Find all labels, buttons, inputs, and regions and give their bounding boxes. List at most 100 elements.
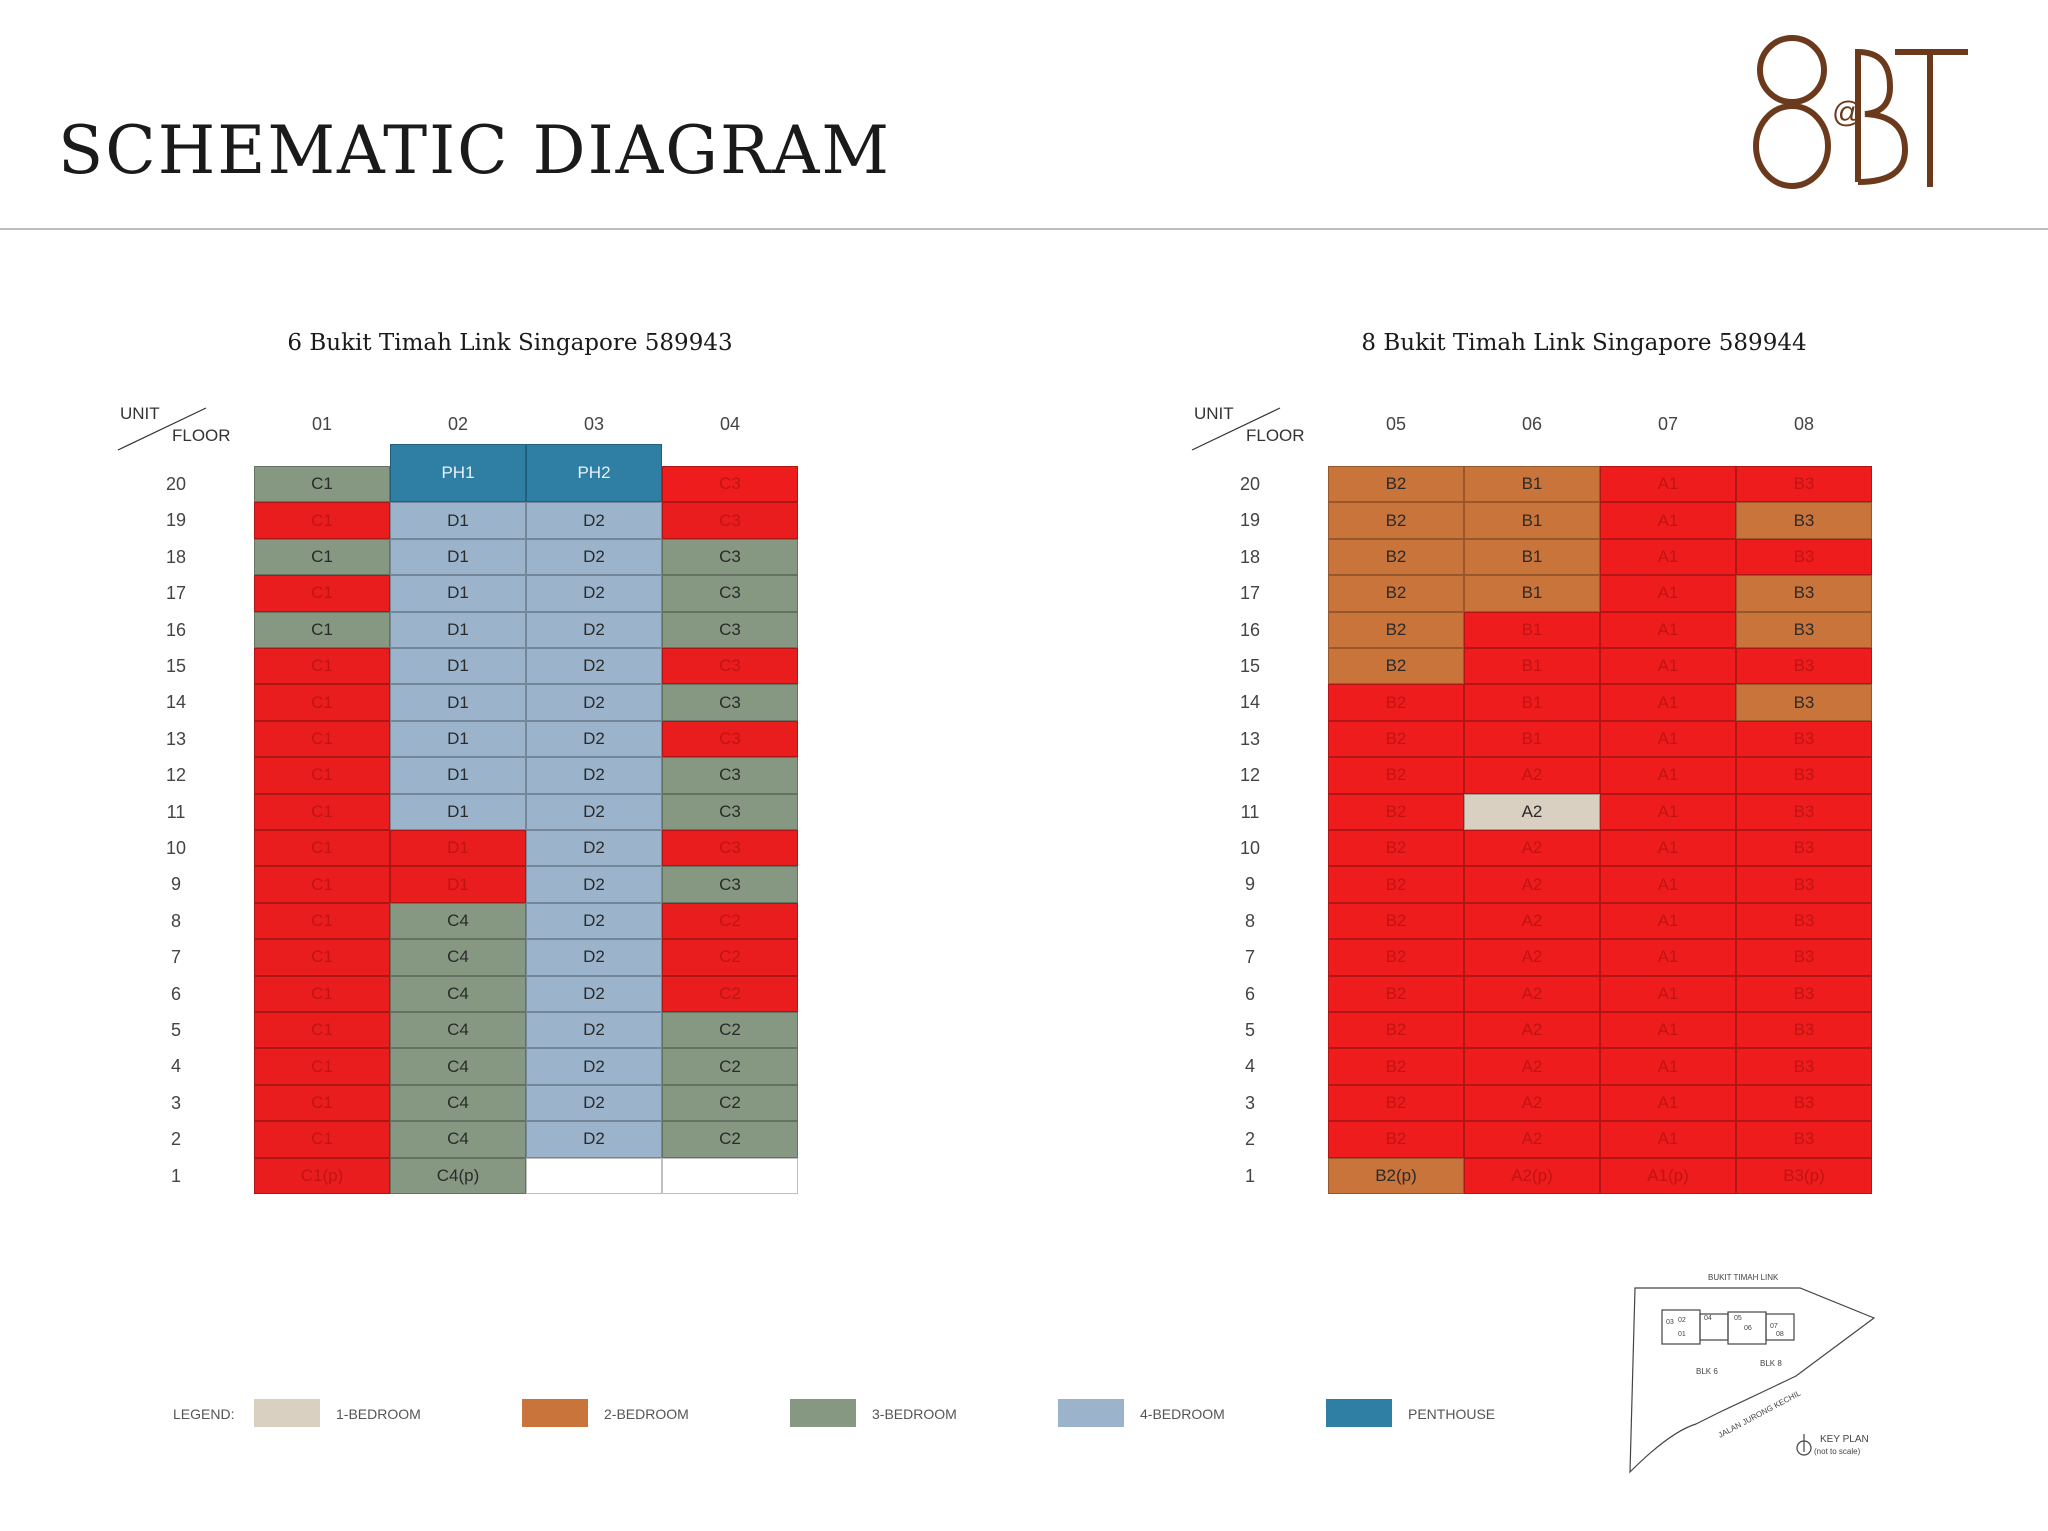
floor-number: 11: [166, 801, 186, 822]
unit-cell: C3: [662, 720, 798, 758]
unit-cell: A2: [1464, 939, 1600, 976]
unit-cell: B3: [1736, 975, 1872, 1012]
unit-cell: C1: [254, 648, 390, 685]
floor-number: 10: [1239, 838, 1261, 858]
unit-cell: C3: [662, 502, 798, 539]
unit-cell: C4: [390, 975, 526, 1012]
floor-number: 9: [170, 874, 181, 895]
floor-number: 8: [170, 910, 181, 931]
unit-cell: PH2: [526, 444, 662, 503]
legend-swatch: [254, 1399, 320, 1427]
unit-cell: B2: [1328, 902, 1464, 940]
unit-cell: D2: [526, 611, 662, 648]
unit-cell: B3: [1736, 1121, 1872, 1158]
unit-cell: B2: [1328, 793, 1464, 830]
floor-number: 5: [170, 1020, 181, 1040]
unit-cell: D1: [390, 720, 526, 758]
unit-cell: C3: [662, 466, 798, 503]
unit-cell: A1: [1600, 684, 1736, 721]
north-arrow-icon: [1796, 1434, 1812, 1456]
unit-cell: B3: [1736, 1012, 1872, 1049]
unit-cell: B3: [1736, 902, 1872, 940]
unit-cell: C3: [662, 684, 798, 721]
floor-number: 16: [165, 619, 187, 640]
unit-cell: D2: [526, 902, 662, 940]
legend-swatch: [522, 1399, 588, 1427]
keyplan-road-bottom: JALAN JURONG KECHIL: [1717, 1388, 1803, 1439]
unit-cell: B3: [1736, 648, 1872, 685]
unit-cell: C2: [662, 1048, 798, 1085]
floor-number: 2: [170, 1129, 181, 1150]
unit-cell: C1: [254, 757, 390, 794]
unit-cell: C3: [662, 648, 798, 685]
unit-cell: B2: [1328, 1012, 1464, 1049]
unit-cell: D2: [526, 830, 662, 867]
unit-cell: B3: [1736, 830, 1872, 867]
unit-cell: B3: [1736, 684, 1872, 721]
unit-cell: C2: [662, 939, 798, 976]
legend-item-label: 4-BEDROOM: [1140, 1406, 1225, 1422]
legend-item-label: 2-BEDROOM: [604, 1406, 689, 1422]
unit-cell: A1: [1600, 1012, 1736, 1049]
floor-number: 13: [165, 728, 187, 749]
unit-cell: A2: [1464, 1121, 1600, 1158]
unit-cell: C3: [662, 830, 798, 867]
unit-cell: B2: [1328, 975, 1464, 1012]
unit-cell: A1: [1600, 975, 1736, 1012]
unit-cell: C4: [390, 1121, 526, 1158]
unit-cell: C4: [390, 939, 526, 976]
unit-cell: A2(p): [1464, 1157, 1600, 1194]
legend-swatch: [1326, 1399, 1392, 1427]
unit-cell: C2: [662, 1084, 798, 1122]
unit-cell: B1: [1464, 648, 1600, 685]
floor-number: 18: [165, 546, 187, 567]
unit-cell: A1: [1600, 575, 1736, 612]
unit-cell: B1: [1464, 720, 1600, 758]
unit-cell: D2: [526, 939, 662, 976]
unit-cell: [526, 1157, 662, 1194]
unit-cell: B3: [1736, 466, 1872, 503]
unit-column-header: 01: [311, 414, 333, 434]
unit-cell: C1: [254, 1012, 390, 1049]
unit-cell: C1(p): [254, 1157, 390, 1194]
unit-cell: B3: [1736, 939, 1872, 976]
unit-cell: C1: [254, 866, 390, 903]
floor-number: 7: [170, 947, 181, 968]
unit-cell: C2: [662, 975, 798, 1012]
unit-cell: B2: [1328, 939, 1464, 976]
unit-cell: C1: [254, 684, 390, 721]
unit-cell: B1: [1464, 538, 1600, 576]
unit-cell: B2(p): [1328, 1157, 1464, 1194]
legend-label: LEGEND:: [173, 1406, 235, 1422]
block-title: 6 Bukit Timah Link Singapore 589943: [287, 330, 733, 356]
floor-number: 7: [1244, 947, 1255, 968]
keyplan-unit-number: 06: [1744, 1325, 1752, 1332]
unit-label: UNIT: [120, 404, 160, 423]
unit-cell: D2: [526, 975, 662, 1012]
floor-number: 15: [165, 656, 187, 676]
keyplan-unit-number: 05: [1734, 1315, 1742, 1322]
unit-cell: A1: [1600, 939, 1736, 976]
unit-cell: A2: [1464, 793, 1600, 830]
unit-column-header: 04: [719, 414, 741, 434]
unit-cell: D1: [390, 866, 526, 903]
unit-cell: PH1: [390, 444, 526, 503]
unit-cell: A2: [1464, 1012, 1600, 1049]
unit-cell: C3: [662, 611, 798, 648]
unit-cell: D2: [526, 1048, 662, 1085]
floor-number: 17: [165, 583, 187, 604]
unit-cell: B2: [1328, 611, 1464, 648]
unit-floor-header: UNIT FLOOR: [116, 404, 231, 464]
unit-cell: B3: [1736, 757, 1872, 794]
brand-logo: @: [1753, 35, 1968, 189]
header-slash: [117, 407, 207, 451]
unit-cell: B3: [1736, 502, 1872, 539]
unit-cell: C1: [254, 939, 390, 976]
floor-number: 10: [165, 838, 187, 858]
unit-cell: C1: [254, 975, 390, 1012]
keyplan-caption-note: (not to scale): [1814, 1447, 1861, 1456]
unit-cell: A1: [1600, 502, 1736, 539]
unit-cell: C1: [254, 502, 390, 539]
floor-number: 20: [1239, 474, 1261, 494]
floor-number: 1: [170, 1165, 181, 1186]
